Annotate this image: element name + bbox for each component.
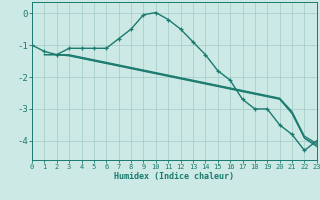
X-axis label: Humidex (Indice chaleur): Humidex (Indice chaleur) <box>115 172 234 181</box>
